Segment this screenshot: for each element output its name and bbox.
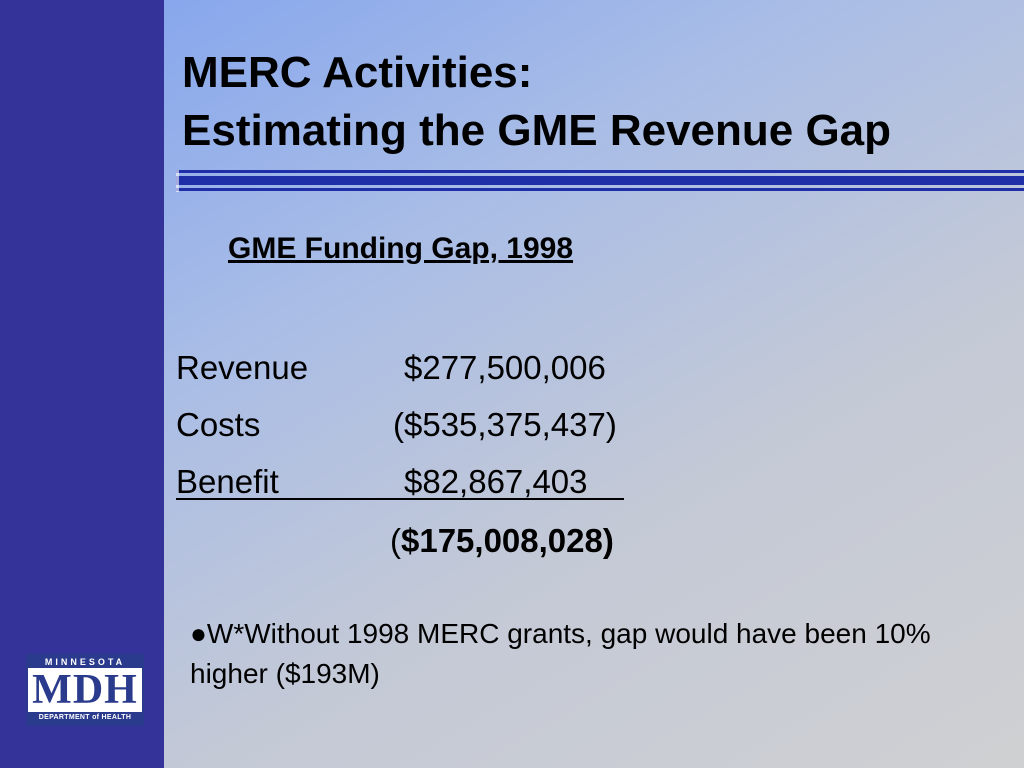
mdh-logo: MINNESOTA MDH DEPARTMENT of HEALTH (26, 654, 144, 726)
logo-department-text: DEPARTMENT of HEALTH (28, 712, 142, 724)
left-sidebar-band (0, 0, 164, 768)
total-value: $175,008,028) (401, 522, 614, 559)
revenue-label: Revenue (176, 349, 309, 386)
title-line-2: Estimating the GME Revenue Gap (182, 106, 892, 155)
title-line-1: MERC Activities: (182, 48, 533, 97)
revenue-amount: $277,500,006 (404, 349, 606, 386)
benefit-amount: $82,867,403 (404, 463, 588, 500)
total-amount: ($175,008,028) (390, 521, 614, 561)
costs-amount: ($535,375,437) (393, 406, 617, 443)
logo-state-text: MINNESOTA (28, 656, 142, 668)
logo-mdh-text: MDH (32, 667, 138, 713)
title-divider (176, 170, 1024, 192)
benefit-underline (176, 498, 624, 500)
total-open-paren: ( (390, 522, 401, 559)
footnote-bullet: ●W*Without 1998 MERC grants, gap would h… (190, 618, 931, 689)
costs-label: Costs (176, 406, 261, 443)
slide-title: MERC Activities: Estimating the GME Reve… (182, 44, 891, 160)
table-heading: GME Funding Gap, 1998 (228, 232, 574, 265)
benefit-label: Benefit (176, 463, 279, 500)
